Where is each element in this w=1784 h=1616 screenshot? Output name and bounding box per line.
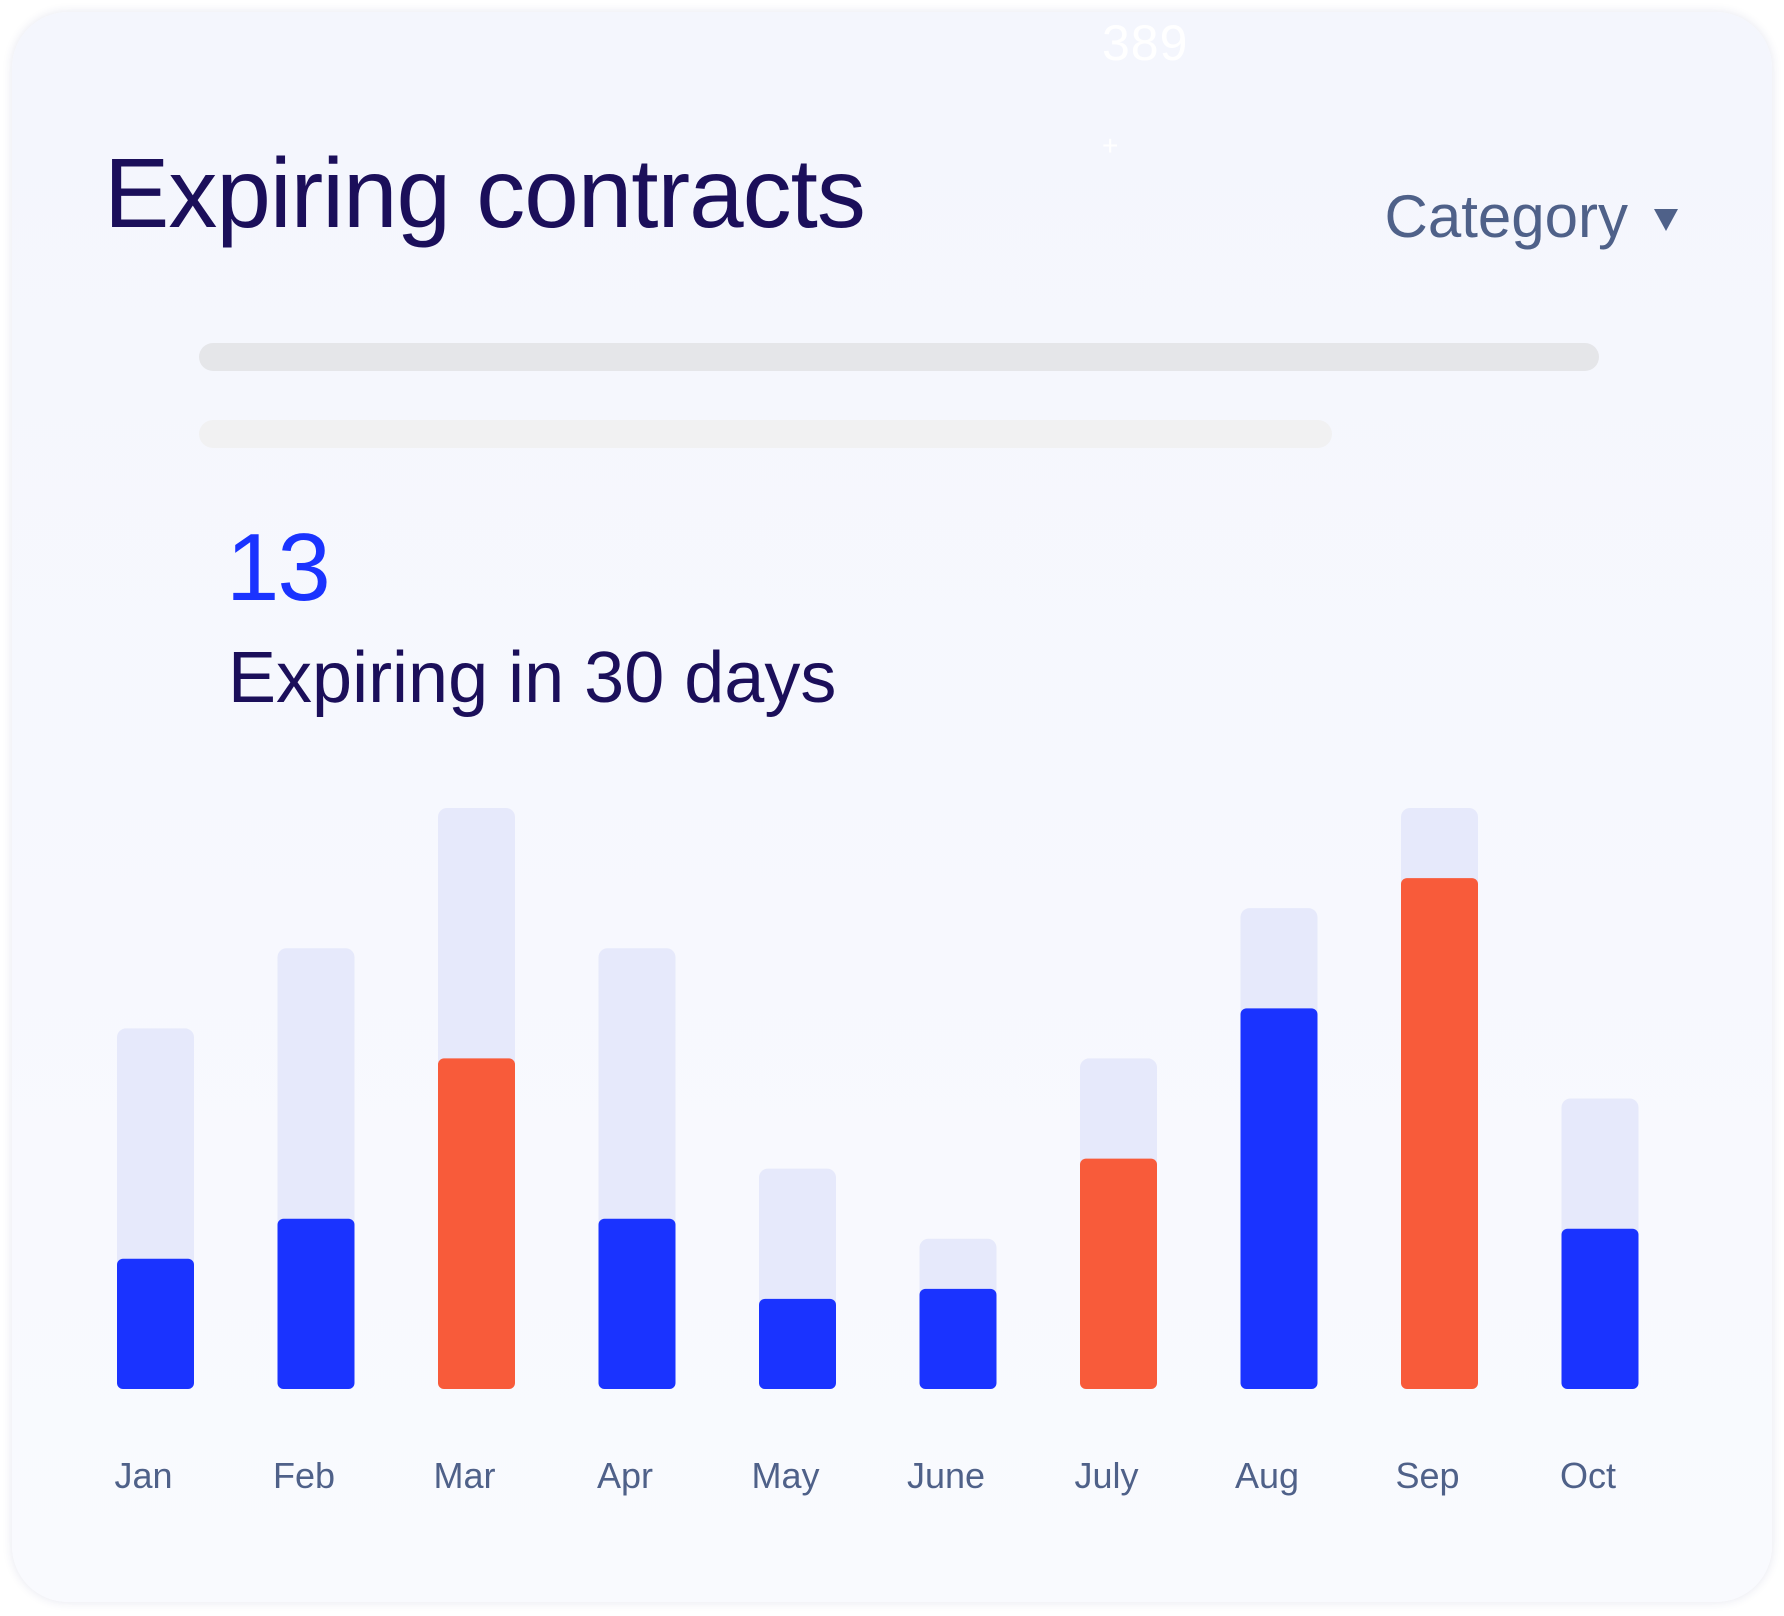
month-label-mar: Mar — [434, 1455, 496, 1496]
bar-aug[interactable] — [1240, 1008, 1318, 1389]
card-title: Expiring contracts — [104, 138, 866, 248]
month-label-june: June — [907, 1455, 985, 1496]
month-label-oct: Oct — [1560, 1455, 1616, 1496]
bar-feb[interactable] — [277, 1218, 355, 1389]
bar-july[interactable] — [1080, 1158, 1157, 1389]
bar-june[interactable] — [919, 1288, 997, 1389]
bar-may[interactable] — [759, 1298, 836, 1389]
month-label-july: July — [1074, 1455, 1138, 1496]
expiring-label: Expiring in 30 days — [228, 638, 837, 718]
month-label-apr: Apr — [597, 1455, 653, 1496]
bar-oct[interactable] — [1561, 1228, 1639, 1389]
month-label-aug: Aug — [1235, 1455, 1299, 1496]
skeleton-line-1 — [199, 343, 1599, 371]
month-label-sep: Sep — [1395, 1455, 1459, 1496]
month-label-feb: Feb — [273, 1455, 335, 1496]
caret-down-icon — [1654, 208, 1678, 231]
month-label-jan: Jan — [114, 1455, 172, 1496]
month-label-may: May — [751, 1455, 819, 1496]
bar-mar[interactable] — [438, 1058, 515, 1389]
category-dropdown-label: Category — [1384, 183, 1628, 250]
bar-sep[interactable] — [1401, 878, 1478, 1389]
bar-apr[interactable] — [598, 1218, 676, 1389]
expiring-count: 13 — [226, 514, 331, 621]
faint-plus: + — [1102, 130, 1119, 161]
bar-jan[interactable] — [117, 1258, 194, 1389]
category-dropdown[interactable]: Category — [1385, 182, 1678, 251]
skeleton-line-2 — [199, 420, 1332, 448]
faint-number: 389 — [1102, 15, 1189, 71]
